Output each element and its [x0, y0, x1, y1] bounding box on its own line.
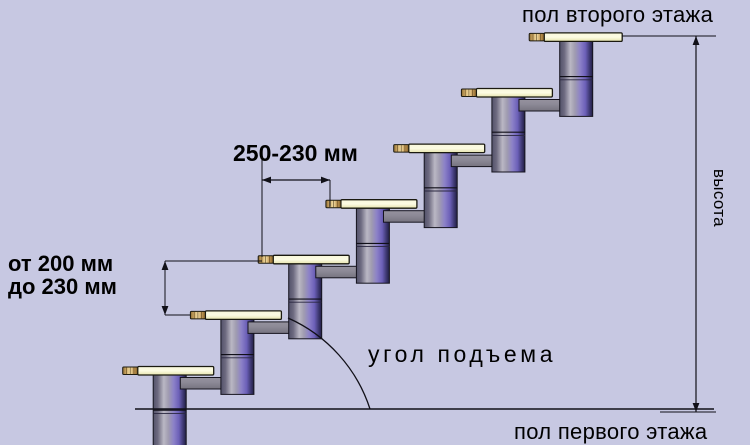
svg-text:до 230 мм: до 230 мм [8, 274, 117, 299]
svg-text:высота: высота [710, 169, 729, 227]
svg-text:угол подъема: угол подъема [368, 341, 556, 367]
svg-text:от 200 мм: от 200 мм [8, 251, 113, 276]
svg-text:пол второго этажа: пол второго этажа [522, 2, 714, 27]
svg-text:пол первого этажа: пол первого этажа [514, 419, 708, 444]
svg-text:250-230 мм: 250-230 мм [233, 140, 358, 166]
